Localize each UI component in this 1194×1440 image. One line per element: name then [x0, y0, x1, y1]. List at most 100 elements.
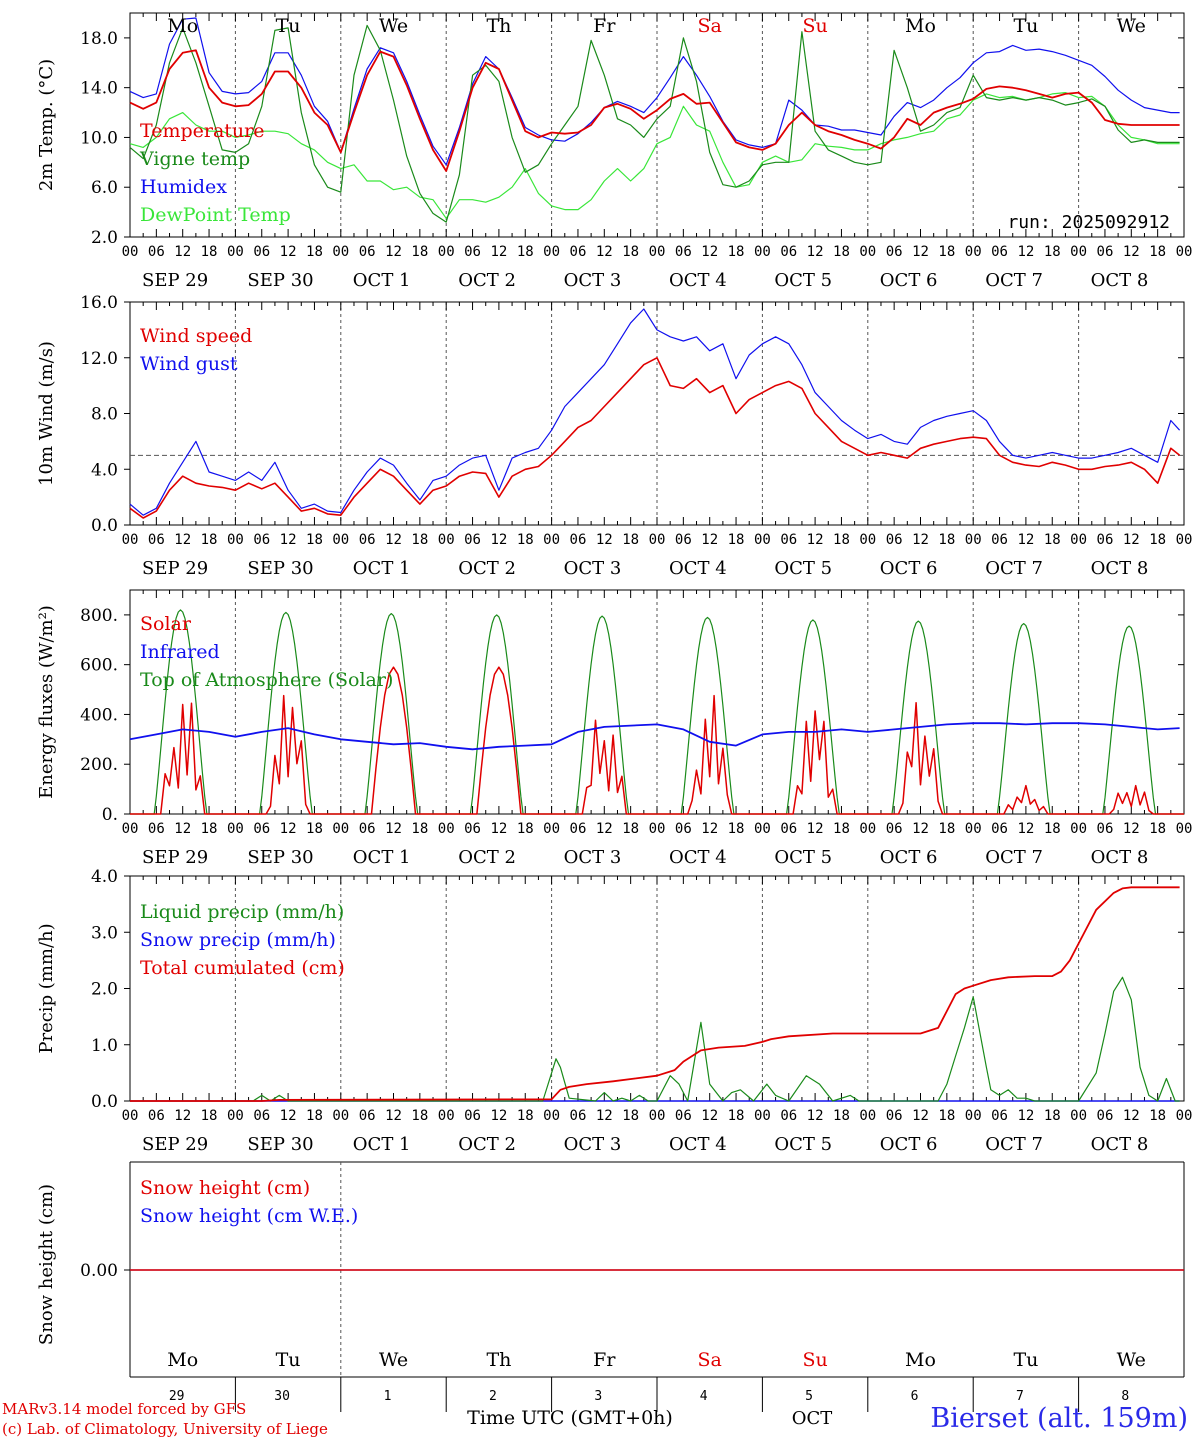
series-humidex [129, 17, 1180, 166]
hour-tick-label: 00 [859, 244, 876, 260]
y-tick-label: 3.0 [91, 923, 118, 943]
hour-tick-label: 18 [1149, 532, 1166, 548]
hour-tick-label: 06 [570, 821, 587, 837]
date-label: SEP 30 [247, 558, 313, 579]
hour-tick-label: 18 [201, 244, 218, 260]
hour-tick-label: 18 [306, 244, 323, 260]
hour-tick-label: 00 [965, 821, 982, 837]
hour-tick-label: 18 [833, 244, 850, 260]
series-solar [130, 666, 1184, 815]
hour-tick-label: 12 [1123, 1108, 1140, 1124]
legend-entry: Wind speed [140, 325, 252, 347]
hour-tick-label: 00 [438, 1108, 455, 1124]
weekday-label: Mo [167, 1349, 198, 1371]
hour-tick-label: 18 [517, 244, 534, 260]
date-label: OCT 4 [669, 847, 727, 868]
hour-tick-label: 18 [517, 821, 534, 837]
hour-tick-label: 06 [253, 1108, 270, 1124]
hour-tick-label: 18 [1044, 244, 1061, 260]
y-tick-label: 4.0 [91, 460, 118, 480]
date-label: OCT 7 [985, 270, 1043, 291]
hour-tick-label: 18 [411, 1108, 428, 1124]
weekday-label: Th [486, 1349, 511, 1371]
hour-tick-label: 18 [1044, 821, 1061, 837]
legend-entry: Infrared [140, 641, 220, 663]
y-tick-label: 0. [102, 805, 118, 825]
hour-tick-label: 06 [359, 532, 376, 548]
weekday-label: We [1117, 15, 1146, 37]
y-tick-label: 0.0 [91, 1092, 118, 1112]
hour-tick-label: 12 [174, 1108, 191, 1124]
y-axis-label: Precip (mm/h) [36, 923, 57, 1053]
weekday-label: Su [802, 15, 827, 37]
series-liquid-precip [130, 976, 1180, 1102]
hour-tick-label: 00 [1176, 1108, 1193, 1124]
hour-tick-label: 00 [122, 821, 139, 837]
panel-frame [129, 301, 1185, 526]
hour-tick-label: 00 [227, 532, 244, 548]
weekday-label: We [379, 1349, 408, 1371]
hour-tick-label: 06 [675, 821, 692, 837]
hour-tick-label: 12 [807, 244, 824, 260]
hour-tick-label: 06 [1097, 1108, 1114, 1124]
hour-tick-label: 18 [201, 1108, 218, 1124]
hour-tick-label: 00 [122, 532, 139, 548]
date-label: OCT 4 [669, 1134, 727, 1155]
hour-tick-label: 06 [253, 821, 270, 837]
weekday-label: Su [802, 1349, 827, 1371]
hour-tick-label: 06 [148, 1108, 165, 1124]
weekday-label: Tu [1013, 15, 1038, 37]
hour-tick-label: 06 [570, 1108, 587, 1124]
date-label: SEP 29 [142, 270, 208, 291]
hour-tick-label: 18 [938, 1108, 955, 1124]
hour-tick-label: 12 [912, 821, 929, 837]
hour-tick-label: 12 [490, 244, 507, 260]
date-label: OCT 7 [985, 847, 1043, 868]
hour-tick-label: 18 [306, 532, 323, 548]
hour-tick-label: 00 [227, 821, 244, 837]
hour-tick-label: 18 [938, 244, 955, 260]
day-number: 2 [489, 1389, 497, 1404]
hour-tick-label: 18 [833, 532, 850, 548]
hour-tick-label: 00 [438, 244, 455, 260]
series-vigne-temp [129, 24, 1180, 223]
footer: MARv3.14 model forced by GFS (c) Lab. of … [2, 1400, 1188, 1438]
hour-tick-label: 18 [938, 821, 955, 837]
date-label: OCT 3 [564, 1134, 622, 1155]
hour-tick-label: 00 [1176, 532, 1193, 548]
panel-1: 00 06 12 18 00 06 12 18 00 06 12 18 00 06 12 18 00 06 12 18… [36, 12, 1192, 291]
hour-tick-label: 18 [1149, 1108, 1166, 1124]
hour-tick-label: 06 [991, 821, 1008, 837]
hour-tick-label: 00 [332, 1108, 349, 1124]
hour-tick-label: 18 [1044, 1108, 1061, 1124]
hour-tick-label: 12 [701, 1108, 718, 1124]
legend-entry: DewPoint Temp [140, 204, 291, 226]
location-label: Bierset (alt. 159m) [930, 1403, 1188, 1434]
hour-tick-label: 12 [596, 821, 613, 837]
hour-tick-label: 00 [543, 532, 560, 548]
hour-tick-label: 12 [912, 244, 929, 260]
weekday-label: Mo [905, 15, 936, 37]
day-number: 7 [1016, 1389, 1024, 1404]
y-tick-label: 14.0 [80, 79, 118, 99]
hour-tick-label: 00 [859, 1108, 876, 1124]
hour-tick-label: 00 [438, 532, 455, 548]
hour-tick-label: 00 [543, 821, 560, 837]
hour-tick-label: 06 [991, 532, 1008, 548]
y-tick-label: 200. [80, 755, 118, 775]
hour-tick-label: 12 [280, 821, 297, 837]
y-tick-label: 12.0 [80, 349, 118, 369]
y-tick-label: 6.0 [91, 178, 118, 198]
hour-tick-label: 18 [411, 532, 428, 548]
legend-entry: Snow height (cm W.E.) [140, 1205, 358, 1227]
weekday-label: Fr [593, 15, 616, 37]
hour-tick-label: 00 [649, 1108, 666, 1124]
hour-tick-label: 06 [464, 1108, 481, 1124]
hour-tick-label: 06 [1097, 532, 1114, 548]
hour-tick-label: 00 [1070, 821, 1087, 837]
hour-tick-label: 18 [728, 244, 745, 260]
hour-tick-label: 06 [780, 532, 797, 548]
date-label: OCT 8 [1091, 270, 1149, 291]
date-label: OCT 6 [880, 558, 938, 579]
hour-tick-label: 00 [332, 532, 349, 548]
